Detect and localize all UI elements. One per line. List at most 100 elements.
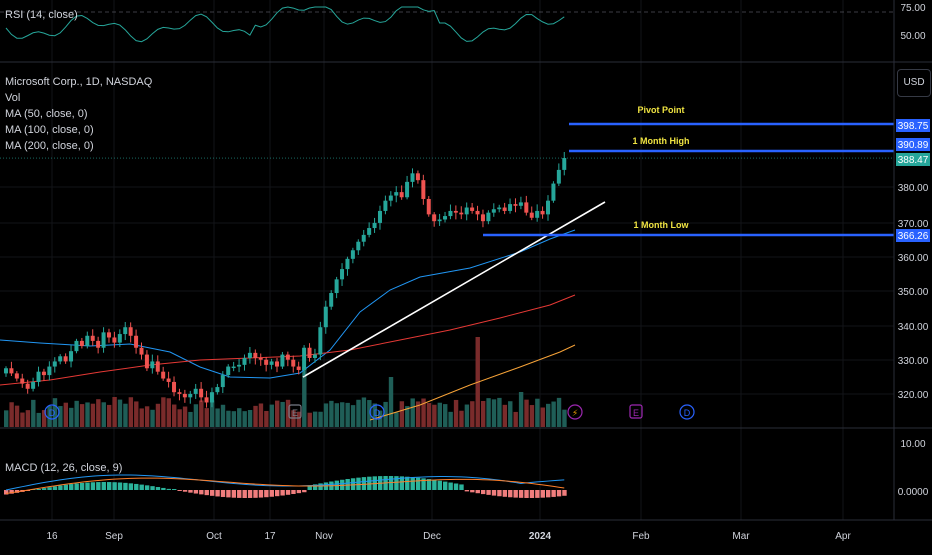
- candle: [47, 366, 52, 376]
- candle: [36, 371, 41, 382]
- volume-bar: [405, 406, 410, 427]
- price-tick: 370.00: [898, 219, 929, 230]
- macd-histogram-bar: [443, 481, 448, 490]
- volume-bar: [464, 404, 470, 427]
- macd-histogram-bar: [540, 490, 545, 498]
- volume-bar: [258, 403, 264, 427]
- macd-histogram-bar: [312, 484, 318, 490]
- macd-histogram-bar: [41, 488, 47, 490]
- dividend-event-icon[interactable]: [679, 404, 695, 420]
- volume-bar: [14, 405, 20, 427]
- volume-bar: [518, 392, 524, 427]
- macd-histogram-bar: [508, 490, 513, 498]
- macd-histogram-bar: [9, 490, 14, 494]
- candle: [90, 335, 95, 341]
- macd-histogram-bar: [280, 490, 285, 496]
- candle: [25, 383, 30, 389]
- volume-bar: [85, 402, 90, 427]
- volume-bar: [508, 401, 513, 427]
- volume-bar: [551, 401, 556, 427]
- volume-bar: [134, 401, 139, 427]
- moving-averages: [0, 201, 606, 421]
- macd-line: [5, 474, 565, 491]
- macd-histogram-bar: [182, 490, 188, 492]
- candle: [106, 332, 111, 338]
- month-low-price-value: 366.26: [898, 231, 929, 242]
- candle: [432, 214, 437, 222]
- macd-histogram-bar: [264, 490, 269, 498]
- candle: [269, 361, 274, 365]
- candle: [4, 368, 8, 374]
- earnings-event-icon[interactable]: [288, 404, 302, 419]
- candle: [172, 381, 177, 393]
- price-tick: 350.00: [898, 287, 929, 298]
- volume-bar: [491, 399, 497, 427]
- price-tick: 320.00: [898, 390, 929, 401]
- volume-bar: [383, 401, 388, 427]
- symbol-legend[interactable]: Microsoft Corp., 1D, NASDAQ: [5, 76, 153, 88]
- volume-legend[interactable]: Vol: [5, 92, 20, 104]
- macd-histogram-bar: [199, 490, 204, 495]
- split-event-icon[interactable]: [567, 404, 583, 420]
- volume-bar: [453, 399, 459, 427]
- volume-bar: [323, 403, 329, 427]
- macd-histogram-bar: [518, 490, 524, 498]
- time-tick: Apr: [835, 531, 851, 542]
- event-label: E: [292, 408, 298, 418]
- candle: [405, 181, 410, 198]
- volume-bar: [215, 408, 220, 427]
- ma200-legend[interactable]: MA (200, close, 0): [5, 140, 94, 152]
- ma50-legend[interactable]: MA (50, close, 0): [5, 108, 88, 120]
- time-tick: 2024: [529, 531, 552, 542]
- macd-histogram-bar: [356, 477, 361, 490]
- rsi-legend[interactable]: RSI (14, close): [5, 9, 78, 21]
- candle: [508, 204, 513, 211]
- candle: [470, 207, 475, 211]
- volume-bar: [231, 411, 237, 427]
- candle: [491, 209, 496, 213]
- volume-bar: [47, 405, 52, 427]
- volume-bar: [459, 410, 464, 427]
- candle: [280, 354, 285, 367]
- candle: [193, 388, 198, 394]
- candle: [220, 375, 225, 388]
- volume-bar: [432, 404, 437, 427]
- candle: [285, 354, 290, 360]
- ma100-legend[interactable]: MA (100, close, 0): [5, 124, 94, 136]
- currency-button[interactable]: USD: [897, 69, 931, 97]
- volume-bar: [296, 411, 302, 427]
- volume-bar: [220, 404, 226, 427]
- dividend-event-icon[interactable]: [369, 404, 385, 420]
- volume-bar: [426, 403, 432, 427]
- macd-histogram-bar: [486, 490, 491, 495]
- dividend-event-icon[interactable]: [44, 404, 60, 420]
- volume-bar: [562, 409, 567, 427]
- volume-bar: [253, 405, 258, 427]
- ma200-line: [369, 344, 576, 421]
- candle: [334, 279, 339, 294]
- volume-bar: [307, 412, 312, 427]
- candle: [383, 200, 388, 211]
- earnings-event-icon[interactable]: [629, 404, 643, 419]
- time-tick: Feb: [632, 531, 650, 542]
- macd-histogram-bar: [161, 487, 166, 490]
- trend-line[interactable]: [302, 201, 606, 378]
- candles: [4, 151, 567, 408]
- candle: [367, 228, 372, 235]
- candle: [437, 219, 442, 222]
- macd-histogram-bar: [101, 482, 106, 490]
- macd-histogram-bar: [432, 479, 437, 490]
- volume-bar: [524, 399, 529, 427]
- volume-bar: [535, 398, 540, 427]
- volume-bar: [247, 409, 253, 427]
- macd-histogram-bar: [285, 490, 291, 495]
- macd-histogram-bar: [85, 482, 90, 490]
- macd-legend[interactable]: MACD (12, 26, close, 9): [5, 462, 122, 474]
- volume-bar: [437, 402, 442, 427]
- volume-bars: [4, 337, 567, 427]
- macd-histogram-bar: [188, 490, 193, 493]
- macd-histogram-bar: [350, 478, 356, 490]
- macd-histogram-bar: [237, 490, 242, 498]
- volume-bar: [242, 411, 247, 427]
